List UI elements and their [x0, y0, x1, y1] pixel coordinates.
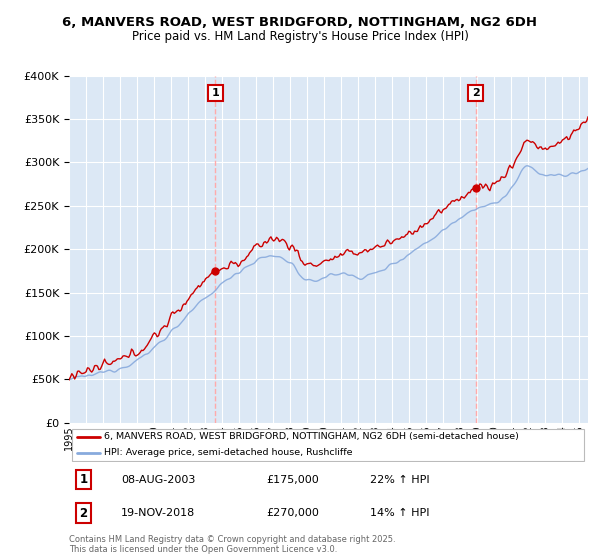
Text: Price paid vs. HM Land Registry's House Price Index (HPI): Price paid vs. HM Land Registry's House … [131, 30, 469, 43]
Text: HPI: Average price, semi-detached house, Rushcliffe: HPI: Average price, semi-detached house,… [104, 448, 353, 457]
Text: £175,000: £175,000 [266, 475, 319, 484]
Text: 1: 1 [79, 473, 88, 486]
Text: 2: 2 [79, 507, 88, 520]
FancyBboxPatch shape [71, 428, 584, 461]
Text: 6, MANVERS ROAD, WEST BRIDGFORD, NOTTINGHAM, NG2 6DH: 6, MANVERS ROAD, WEST BRIDGFORD, NOTTING… [62, 16, 538, 29]
Text: £270,000: £270,000 [266, 508, 319, 518]
Text: 19-NOV-2018: 19-NOV-2018 [121, 508, 195, 518]
Text: Contains HM Land Registry data © Crown copyright and database right 2025.
This d: Contains HM Land Registry data © Crown c… [69, 535, 395, 554]
Text: 22% ↑ HPI: 22% ↑ HPI [370, 475, 430, 484]
Text: 1: 1 [211, 88, 219, 98]
Text: 14% ↑ HPI: 14% ↑ HPI [370, 508, 430, 518]
Text: 6, MANVERS ROAD, WEST BRIDGFORD, NOTTINGHAM, NG2 6DH (semi-detached house): 6, MANVERS ROAD, WEST BRIDGFORD, NOTTING… [104, 432, 519, 441]
Text: 2: 2 [472, 88, 479, 98]
Text: 08-AUG-2003: 08-AUG-2003 [121, 475, 195, 484]
